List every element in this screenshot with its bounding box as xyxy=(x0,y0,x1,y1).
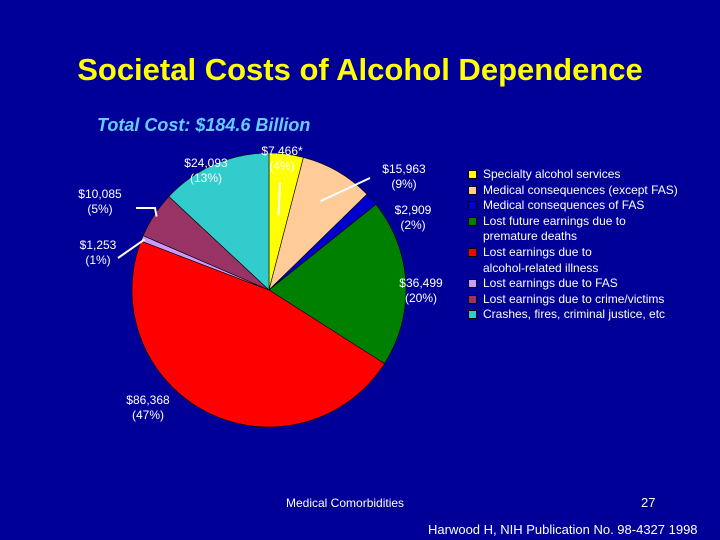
slice-label-3: $2,909 (2%) xyxy=(394,203,432,232)
legend-item-4: Lost future earnings due to premature de… xyxy=(466,214,718,245)
legend-item-1: Specialty alcohol services xyxy=(466,167,718,183)
legend-swatch-5 xyxy=(468,247,477,257)
legend-label-4: Lost future earnings due to premature de… xyxy=(483,213,626,244)
legend-label-3: Medical consequences of FAS xyxy=(483,198,645,213)
slice-label-2: $15,963 (9%) xyxy=(382,162,426,191)
slice-label-4: $36,499 (20%) xyxy=(399,276,443,305)
legend-label-2: Medical consequences (except FAS) xyxy=(483,182,678,197)
leader-line-2 xyxy=(320,177,371,203)
pie-slice-5 xyxy=(131,240,385,428)
legend-item-7: Lost earnings due to crime/victims xyxy=(466,292,718,308)
page-number: 27 xyxy=(641,495,656,510)
legend-item-5: Lost earnings due to alcohol-related ill… xyxy=(466,245,718,276)
footer-label: Medical Comorbidities xyxy=(286,496,405,510)
pie-slices xyxy=(131,152,407,428)
legend-swatch-1 xyxy=(468,170,477,179)
legend-item-6: Lost earnings due to FAS xyxy=(466,276,718,292)
legend-swatch-8 xyxy=(468,310,477,320)
legend-item-8: Crashes, fires, criminal justice, etc xyxy=(466,307,718,323)
slice-label-8: $24,093 (13%) xyxy=(184,156,228,185)
chart-subtitle: Total Cost: $184.6 Billion xyxy=(97,115,311,135)
legend-label-8: Crashes, fires, criminal justice, etc xyxy=(483,307,666,322)
legend-item-2: Medical consequences (except FAS) xyxy=(466,183,718,199)
legend-swatch-2 xyxy=(468,185,477,195)
legend-swatch-7 xyxy=(468,294,477,304)
slice-label-5: $86,368 (47%) xyxy=(126,393,170,422)
legend-label-1: Specialty alcohol services xyxy=(483,167,621,181)
leader-line-1 xyxy=(277,181,281,216)
pie-slice-8 xyxy=(168,152,270,291)
slice-label-6: $1,253 (1%) xyxy=(79,238,117,267)
slice-label-7: $10,085 (5%) xyxy=(78,187,122,216)
legend-swatch-3 xyxy=(468,201,477,211)
legend-item-3: Medical consequences of FAS xyxy=(466,198,718,214)
slide-title: Societal Costs of Alcohol Dependence xyxy=(77,52,643,87)
legend-label-7: Lost earnings due to crime/victims xyxy=(483,291,665,306)
chart-legend: Specialty alcohol services Medical conseq… xyxy=(466,167,718,323)
pie-slice-4 xyxy=(268,204,407,365)
slice-label-1: $7,466* (4%) xyxy=(261,144,303,173)
leader-line-6 xyxy=(117,238,146,259)
leader-line-7 xyxy=(136,207,158,217)
leader-lines xyxy=(117,177,371,259)
legend-label-5: Lost earnings due to alcohol-related ill… xyxy=(483,244,599,275)
legend-label-6: Lost earnings due to FAS xyxy=(483,276,618,291)
legend-swatch-4 xyxy=(468,216,477,226)
legend-swatch-6 xyxy=(468,279,477,289)
citation: Harwood H, NIH Publication No. 98-4327 1… xyxy=(428,522,698,537)
